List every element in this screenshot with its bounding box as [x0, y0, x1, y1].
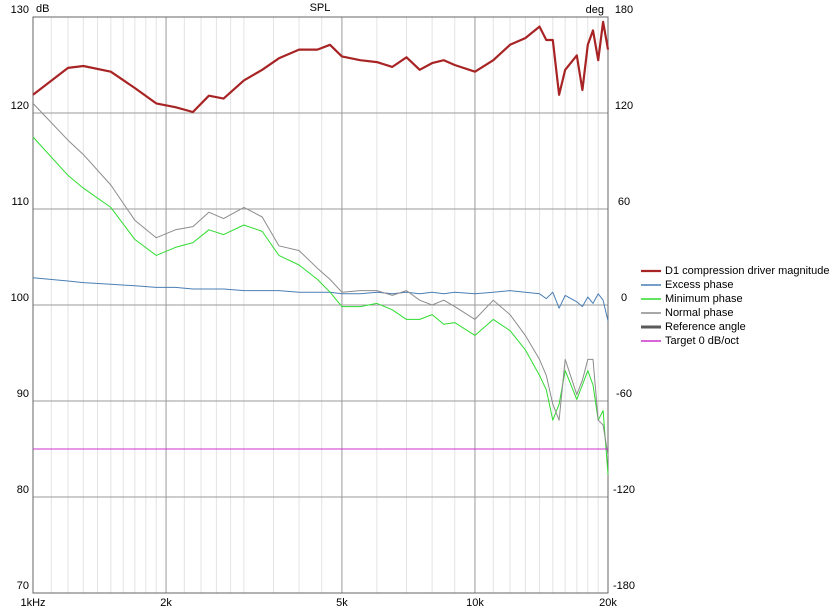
y-axis-label: dB — [36, 3, 49, 15]
y2-axis-label: deg — [586, 4, 604, 16]
chart-title: SPL — [310, 2, 331, 14]
legend-label: Reference angle — [665, 321, 746, 333]
y-tick-label: 130 — [11, 4, 29, 16]
series-line — [32, 277, 609, 322]
y2-tick-label: -180 — [613, 580, 635, 592]
series-line — [32, 136, 609, 475]
legend-label: Target 0 dB/oct — [665, 335, 739, 347]
legend-label: D1 compression driver magnitude — [665, 265, 829, 277]
y2-tick-label: -120 — [613, 484, 635, 496]
y-tick-label: 100 — [11, 292, 29, 304]
y2-tick-label: 60 — [618, 196, 630, 208]
series-line — [32, 103, 609, 456]
y-tick-label: 120 — [11, 100, 29, 112]
x-tick-label: 1kHz — [20, 597, 45, 609]
y-tick-label: 80 — [17, 484, 29, 496]
y2-tick-label: 180 — [615, 4, 633, 16]
x-tick-label: 20k — [599, 597, 617, 609]
series-line — [32, 20, 610, 114]
y2-tick-label: 0 — [621, 292, 627, 304]
y2-tick-label: 120 — [615, 100, 633, 112]
legend-label: Minimum phase — [665, 293, 743, 305]
legend-label: Excess phase — [665, 279, 733, 291]
plot-frame — [32, 16, 609, 594]
x-tick-label: 5k — [336, 597, 348, 609]
y-tick-label: 70 — [17, 580, 29, 592]
y-tick-label: 110 — [11, 196, 29, 208]
legend-label: Normal phase — [665, 307, 733, 319]
x-tick-label: 10k — [466, 597, 484, 609]
x-tick-label: 2k — [160, 597, 172, 609]
y-tick-label: 90 — [17, 388, 29, 400]
y2-tick-label: -60 — [616, 388, 632, 400]
